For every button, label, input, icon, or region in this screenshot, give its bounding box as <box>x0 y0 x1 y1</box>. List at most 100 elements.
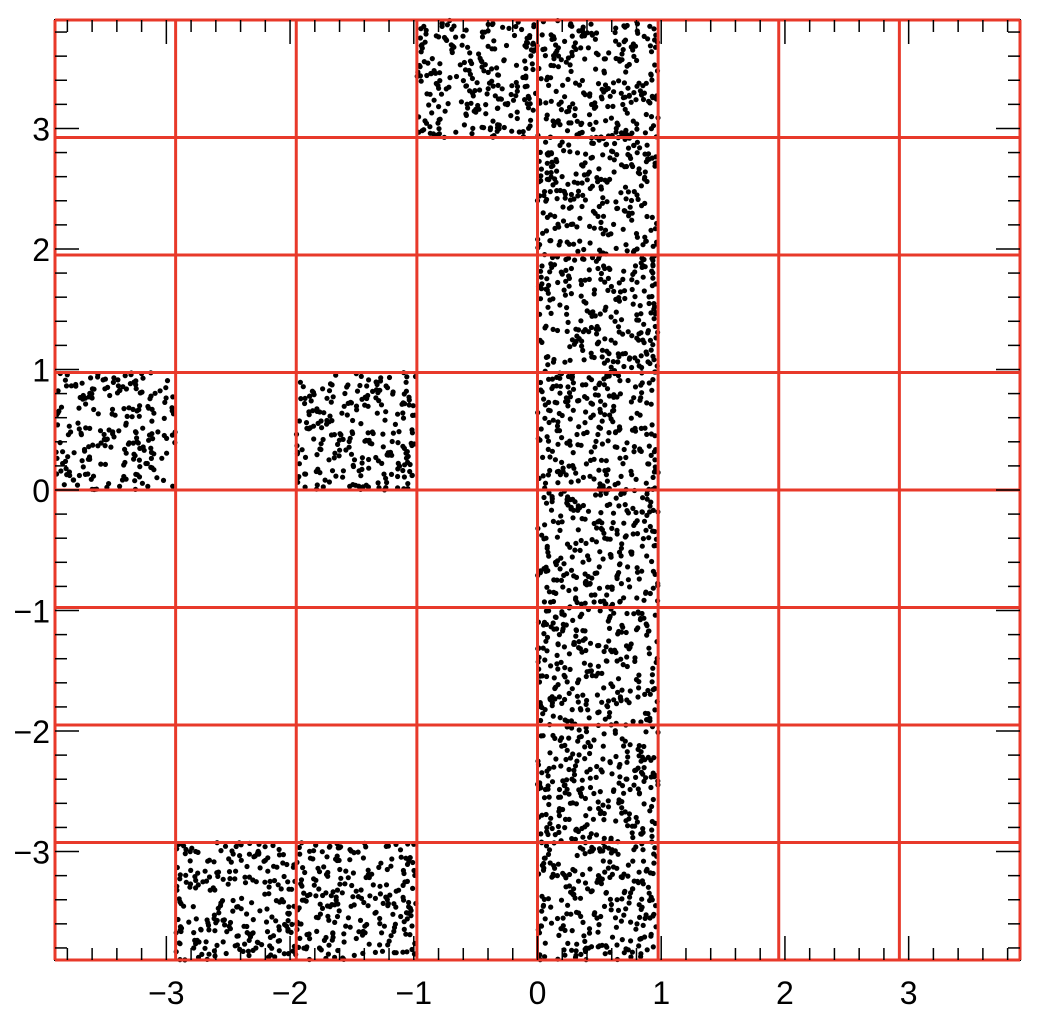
data-point <box>649 558 655 565</box>
data-point <box>513 79 519 86</box>
data-point <box>307 891 313 898</box>
data-point <box>560 628 566 634</box>
data-point <box>580 474 587 480</box>
data-point <box>483 102 489 108</box>
data-point <box>427 124 433 130</box>
data-point <box>630 718 636 725</box>
data-point <box>370 388 376 394</box>
data-point <box>547 454 553 460</box>
data-point <box>635 196 641 202</box>
data-point <box>541 189 548 195</box>
data-point <box>557 390 563 396</box>
data-point <box>558 763 564 769</box>
data-point <box>539 339 545 345</box>
data-point <box>652 37 658 43</box>
data-point <box>545 896 552 902</box>
data-point <box>339 890 345 896</box>
data-point <box>544 434 550 440</box>
data-point <box>191 930 197 936</box>
data-point <box>557 527 563 534</box>
data-point <box>88 476 94 482</box>
data-point <box>410 885 416 892</box>
data-point <box>611 288 617 294</box>
data-point <box>602 601 608 607</box>
data-point <box>542 53 549 59</box>
data-point <box>556 468 562 474</box>
data-point <box>378 402 385 408</box>
data-point <box>520 129 526 135</box>
data-point <box>633 476 639 482</box>
data-point <box>652 464 658 470</box>
data-point <box>560 870 566 876</box>
data-point <box>587 473 593 479</box>
data-point <box>648 401 654 407</box>
data-point <box>485 86 491 92</box>
data-point <box>403 379 409 385</box>
data-point <box>505 100 511 107</box>
data-point <box>545 438 552 444</box>
data-point <box>640 858 647 864</box>
data-point <box>627 786 633 793</box>
data-point <box>401 474 407 480</box>
data-point <box>646 535 652 541</box>
data-point <box>613 701 620 707</box>
data-point <box>643 349 649 355</box>
data-point <box>593 438 599 444</box>
data-point <box>514 84 521 90</box>
data-point <box>101 431 107 438</box>
data-point <box>652 457 658 463</box>
data-point <box>549 448 556 454</box>
data-point <box>561 782 567 789</box>
data-point <box>573 827 579 833</box>
data-point <box>327 843 333 849</box>
data-point <box>262 879 268 885</box>
data-point <box>550 118 556 124</box>
data-point <box>621 490 627 496</box>
data-point <box>566 283 572 289</box>
data-point <box>613 495 619 501</box>
data-point <box>570 617 576 624</box>
data-point <box>543 116 549 122</box>
data-point <box>566 108 572 114</box>
data-point <box>607 859 613 865</box>
data-point <box>58 468 64 474</box>
data-point <box>614 527 620 533</box>
data-point <box>547 408 553 414</box>
data-point <box>586 267 592 273</box>
data-point <box>638 395 644 401</box>
data-point <box>220 876 226 882</box>
data-point <box>629 364 635 371</box>
data-point <box>607 759 613 765</box>
data-point <box>278 886 284 892</box>
data-point <box>647 23 653 29</box>
data-point <box>483 111 489 117</box>
data-point <box>239 895 245 902</box>
data-point <box>604 348 610 354</box>
data-point <box>428 71 434 77</box>
data-point <box>639 754 646 760</box>
data-point <box>591 599 597 605</box>
data-point <box>629 277 635 283</box>
data-point <box>587 185 593 192</box>
data-point <box>566 735 572 741</box>
data-point <box>257 908 263 914</box>
data-point <box>648 431 655 437</box>
data-point <box>579 516 585 522</box>
data-point <box>600 858 606 864</box>
data-point <box>568 567 575 573</box>
data-point <box>574 758 580 764</box>
data-point <box>542 46 548 52</box>
y-tick-label: −1 <box>14 594 50 630</box>
data-point <box>613 245 619 251</box>
data-point <box>146 405 152 411</box>
data-point <box>286 904 292 910</box>
data-point <box>555 823 562 830</box>
data-point <box>409 472 415 479</box>
data-point <box>544 170 550 176</box>
data-point <box>565 76 571 82</box>
data-point <box>545 150 552 156</box>
data-point <box>596 709 602 715</box>
data-point <box>553 42 559 48</box>
data-point <box>263 919 270 925</box>
data-point <box>325 913 331 919</box>
